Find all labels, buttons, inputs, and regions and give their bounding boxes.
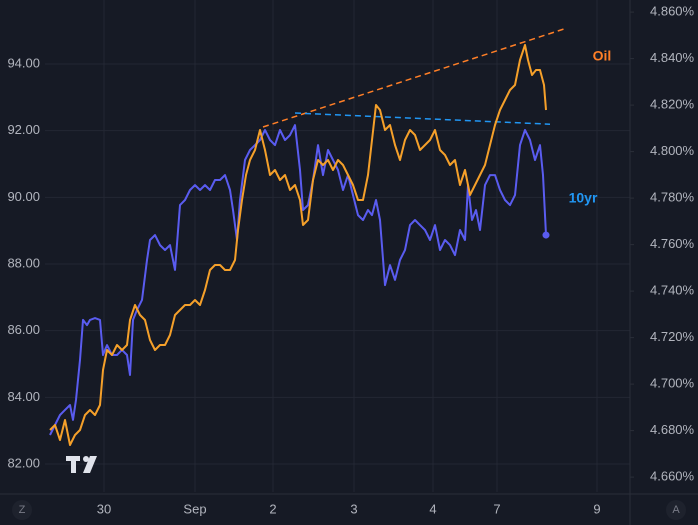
series-label: 10yr [569,190,598,206]
y2-tick-label: 4.720% [650,329,695,344]
y-tick-label: 94.00 [7,55,40,70]
y2-tick-label: 4.800% [650,143,695,158]
y-tick-label: 82.00 [7,455,40,470]
y-tick-label: 90.00 [7,189,40,204]
control-button-label[interactable]: A [672,504,680,516]
trend-line [262,27,568,128]
y-tick-label: 88.00 [7,255,40,270]
y2-tick-label: 4.680% [650,422,695,437]
logo [66,456,97,473]
x-tick-label: 7 [493,501,500,516]
x-tick-label: 2 [269,501,276,516]
y2-tick-label: 4.780% [650,190,695,205]
x-tick-label: Sep [183,501,206,516]
control-button[interactable] [666,500,686,520]
control-button-label[interactable]: Z [19,504,26,516]
series-label: Oil [593,48,612,64]
series-line [49,44,547,446]
last-point [542,231,550,239]
y-tick-label: 84.00 [7,389,40,404]
x-tick-label: 9 [593,501,600,516]
grid [45,0,630,492]
x-tick-label: 30 [97,501,111,516]
y-tick-label: 92.00 [7,122,40,137]
y2-tick-label: 4.820% [650,97,695,112]
y2-tick-label: 4.760% [650,236,695,251]
y2-tick-label: 4.860% [650,4,695,19]
trend-line [294,112,551,125]
control-button[interactable] [12,500,32,520]
y2-tick-label: 4.660% [650,469,695,484]
y-tick-label: 86.00 [7,322,40,337]
y2-tick-label: 4.740% [650,283,695,298]
y2-tick-label: 4.700% [650,376,695,391]
series-line [49,124,547,436]
x-tick-label: 3 [350,501,357,516]
y2-tick-label: 4.840% [650,50,695,65]
x-tick-label: 4 [429,501,436,516]
